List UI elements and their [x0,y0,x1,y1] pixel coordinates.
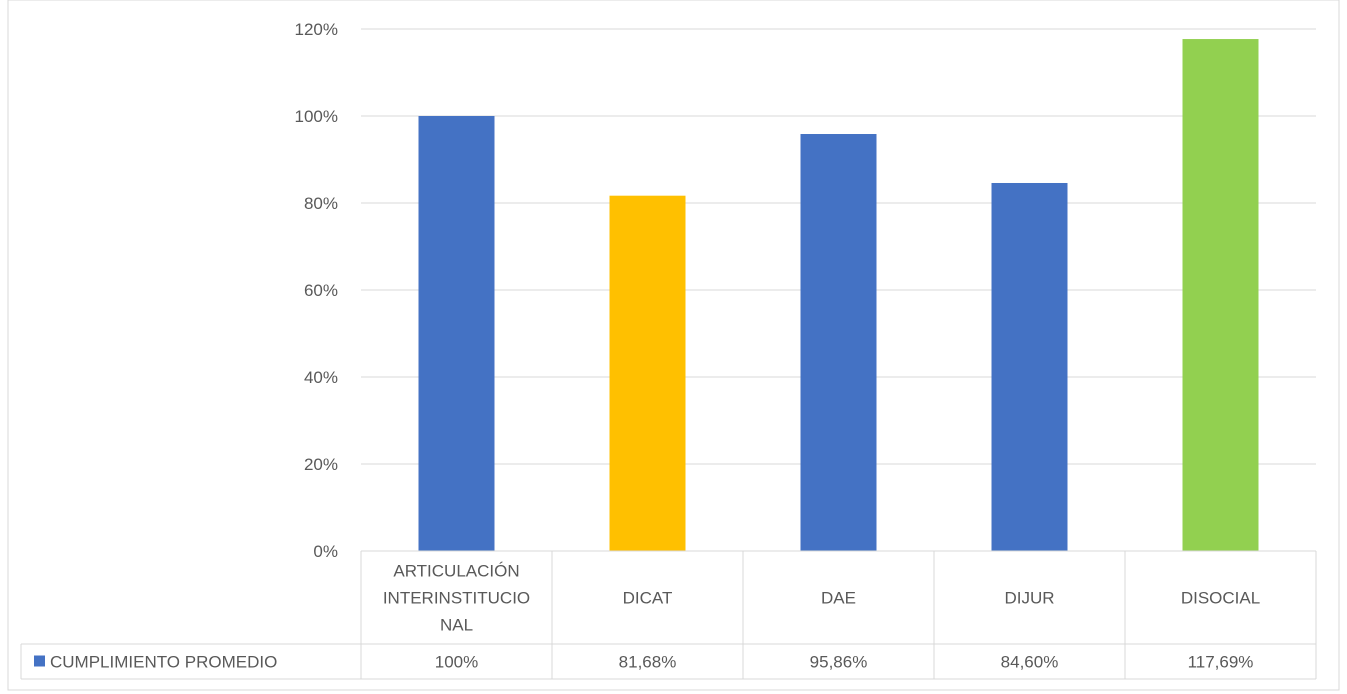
y-tick-label: 40% [304,368,338,387]
bars [418,39,1259,552]
x-category-label: INTERINSTITUCIO [383,589,530,608]
x-category-label: DIJUR [1004,589,1054,608]
bar [800,134,877,551]
chart-border [7,0,1340,691]
y-tick-label: 120% [295,20,338,39]
x-category-label: DAE [821,589,856,608]
legend-series-name: CUMPLIMIENTO PROMEDIO [50,653,277,672]
data-value-label: 100% [435,653,478,672]
bar [609,195,686,551]
x-category-label: DISOCIAL [1181,589,1260,608]
data-value-label: 95,86% [810,653,868,672]
data-value-label: 117,69% [1188,653,1254,672]
y-tick-label: 0% [313,542,338,561]
data-value-label: 84,60% [1001,653,1059,672]
y-tick-label: 20% [304,455,338,474]
bar [418,116,495,551]
x-category-label: DICAT [623,589,673,608]
x-category-label: ARTICULACIÓN [393,562,519,581]
bar [1182,39,1259,552]
x-category-label: NAL [440,616,473,635]
y-tick-label: 80% [304,194,338,213]
y-axis-tick-labels: 0% 20% 40% 60% 80% 100% 120% [295,20,338,561]
y-tick-label: 60% [304,281,338,300]
data-value-label: 81,68% [619,653,677,672]
bar [991,182,1068,552]
y-tick-label: 100% [295,107,338,126]
legend-swatch [34,655,45,667]
data-table: ARTICULACIÓN INTERINSTITUCIO NAL DICAT DAE DI… [20,550,1317,680]
